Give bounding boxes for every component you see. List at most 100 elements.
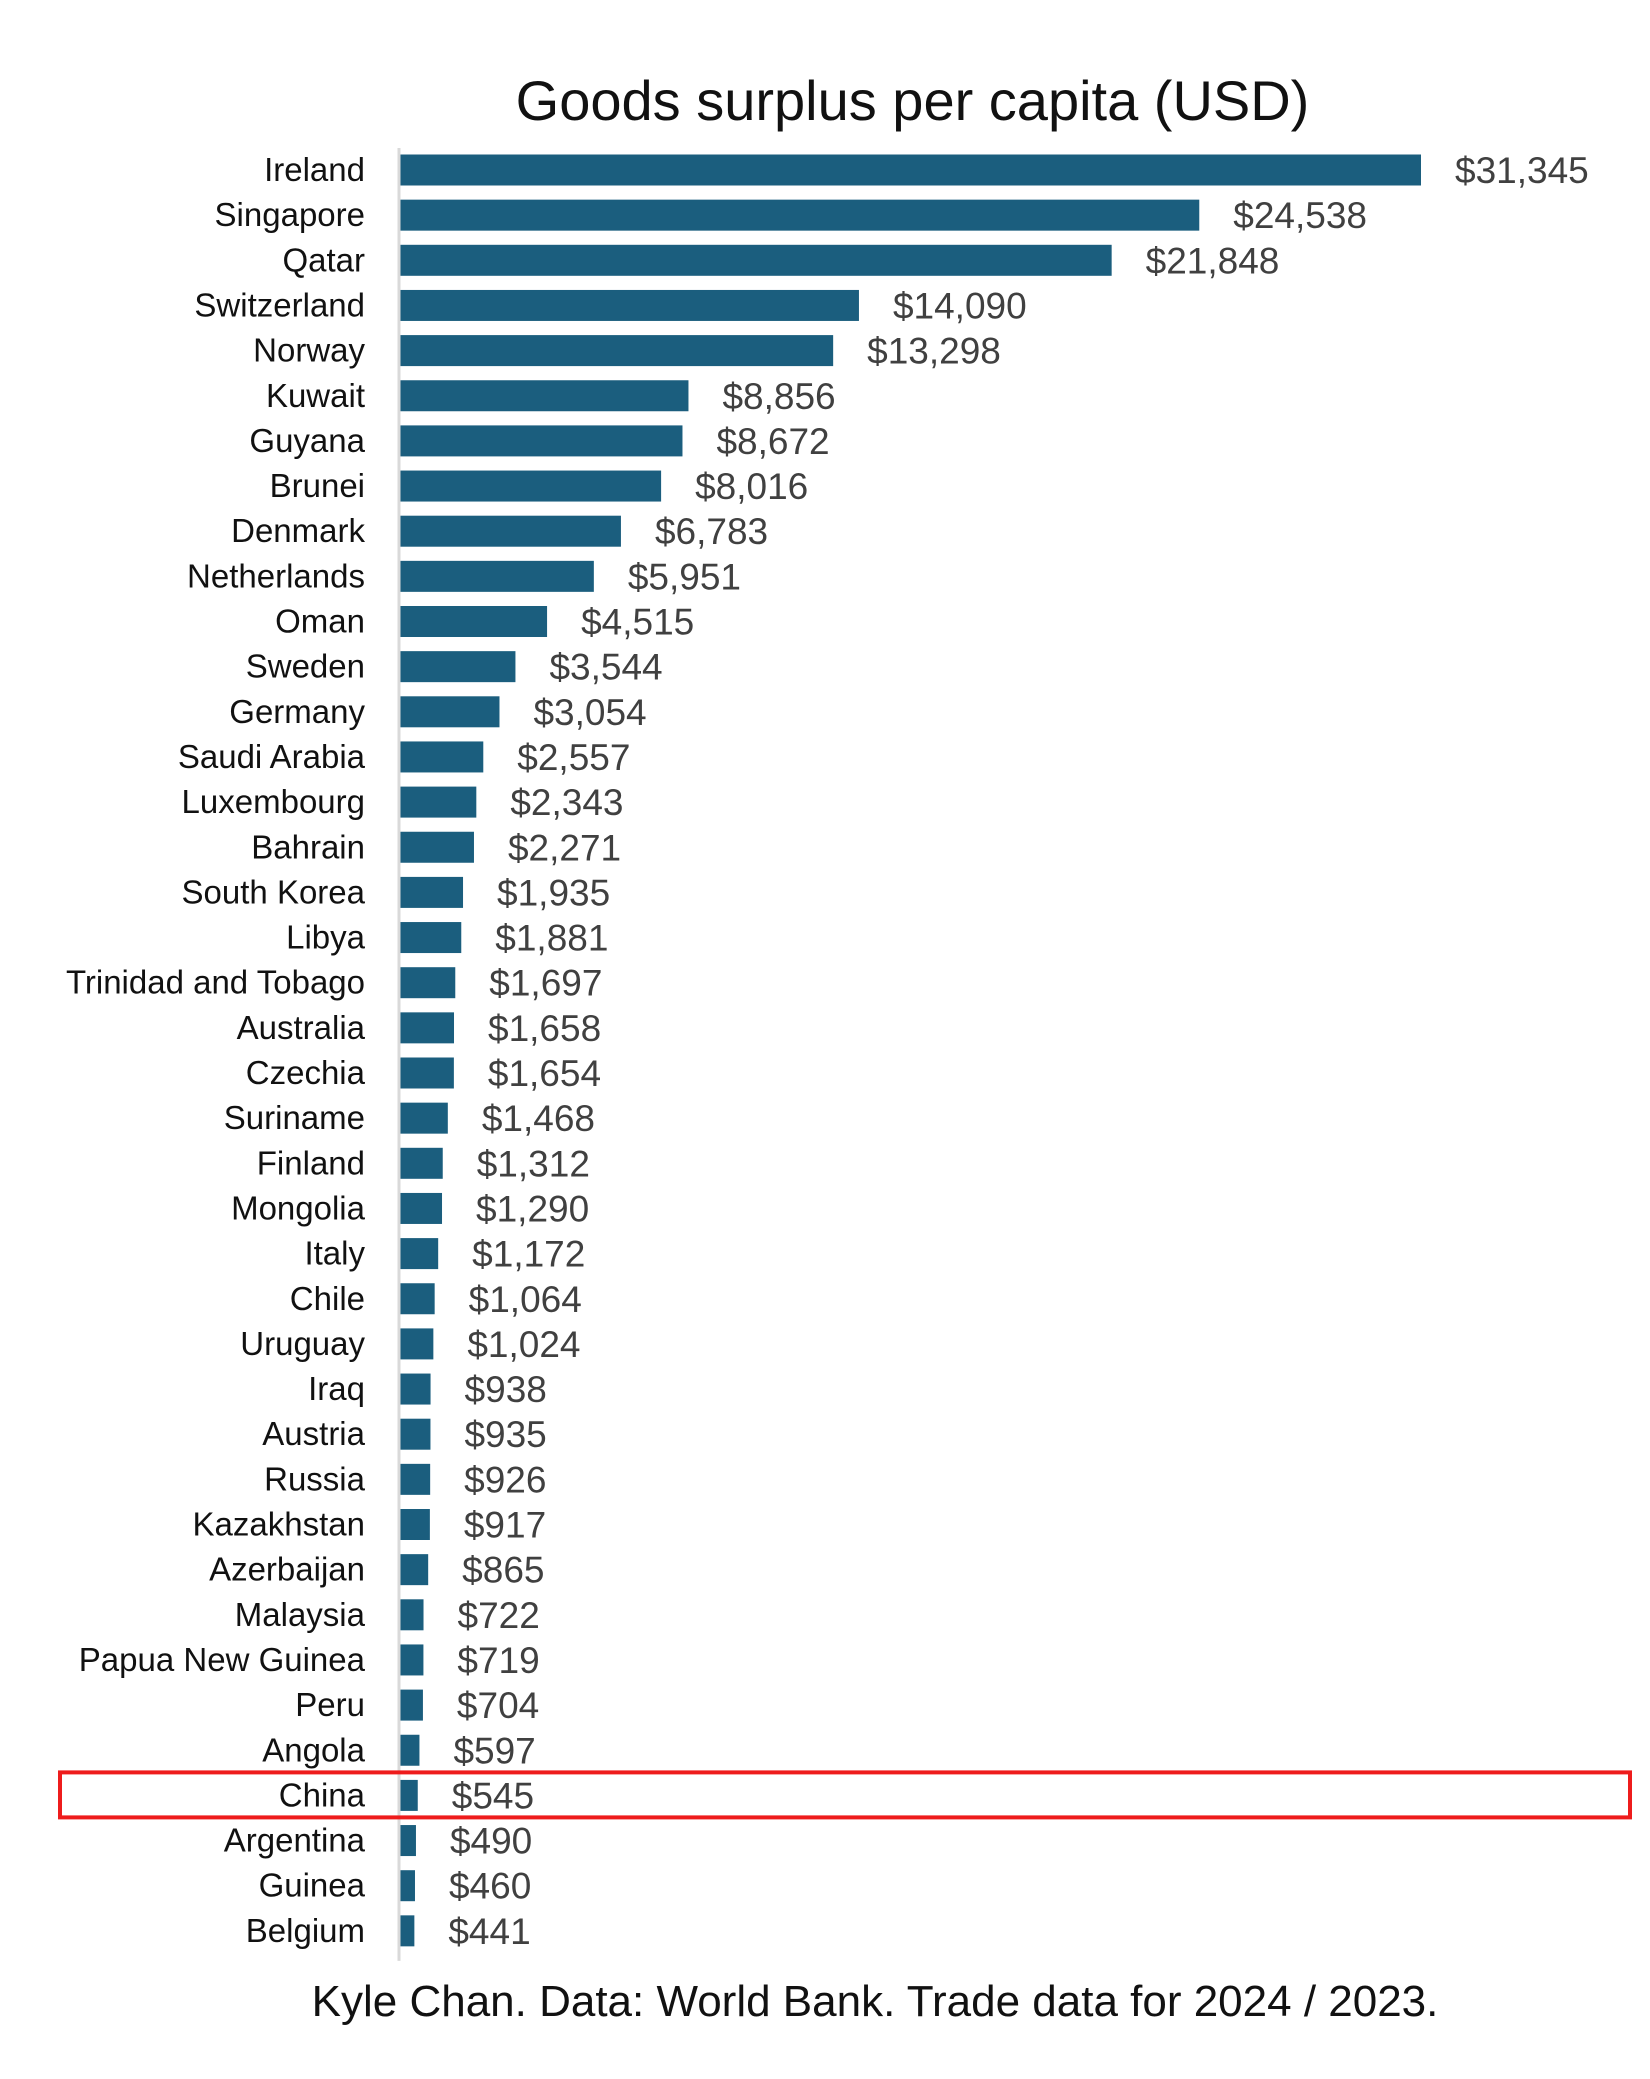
- bar: [400, 1373, 431, 1405]
- category-label: Argentina: [224, 1822, 366, 1859]
- category-label: Ireland: [264, 151, 365, 188]
- category-label: Libya: [286, 919, 366, 956]
- category-label: Mongolia: [231, 1189, 366, 1226]
- china-highlight-box: [58, 1770, 1632, 1820]
- bar: [400, 1238, 439, 1270]
- bar-row-switzerland: Switzerland $14,090: [194, 285, 1026, 326]
- bar: [400, 1418, 431, 1450]
- category-label: Kuwait: [266, 377, 365, 414]
- value-label: $8,672: [716, 421, 829, 462]
- bar: [400, 1689, 423, 1721]
- value-label: $722: [458, 1595, 540, 1636]
- bar-row-germany: Germany $3,054: [229, 692, 646, 733]
- bar: [400, 922, 462, 954]
- bar-row-peru: Peru $704: [295, 1685, 539, 1726]
- value-label: $1,064: [469, 1279, 582, 1320]
- category-label: Singapore: [215, 196, 365, 233]
- value-label: $935: [464, 1414, 546, 1455]
- value-label: $704: [457, 1685, 539, 1726]
- bar: [400, 154, 1421, 186]
- bar-row-mongolia: Mongolia $1,290: [231, 1188, 589, 1229]
- chart-footnote: Kyle Chan. Data: World Bank. Trade data …: [311, 1977, 1439, 2026]
- category-label: Azerbaijan: [209, 1551, 365, 1588]
- bar: [400, 515, 621, 547]
- value-label: $5,951: [628, 556, 741, 597]
- category-label: China: [279, 1776, 366, 1813]
- bar: [400, 1870, 415, 1902]
- bar-row-singapore: Singapore $24,538: [215, 195, 1367, 236]
- category-label: Sweden: [246, 648, 365, 685]
- bar: [400, 696, 500, 728]
- category-label: Trinidad and Tobago: [66, 964, 365, 1001]
- category-label: Austria: [262, 1415, 365, 1452]
- category-label: South Korea: [182, 873, 366, 910]
- bar: [400, 425, 683, 457]
- category-label: Australia: [237, 1009, 366, 1046]
- value-label: $1,935: [497, 872, 610, 913]
- category-label: Qatar: [282, 241, 365, 278]
- bar-row-ireland: Ireland $31,345: [264, 150, 1589, 191]
- chart-title: Goods surplus per capita (USD): [515, 69, 1310, 132]
- bar-row-netherlands: Netherlands $5,951: [187, 556, 741, 597]
- value-label: $490: [450, 1821, 532, 1862]
- bar: [400, 1825, 416, 1857]
- bar: [400, 1779, 418, 1811]
- bar: [400, 831, 474, 863]
- bar-row-austria: Austria $935: [262, 1414, 546, 1455]
- bar-row-azerbaijan: Azerbaijan $865: [209, 1550, 544, 1591]
- value-label: $24,538: [1233, 195, 1367, 236]
- bar-row-south-korea: South Korea $1,935: [182, 872, 611, 913]
- category-label: Norway: [253, 332, 365, 369]
- value-label: $3,544: [549, 647, 662, 688]
- bar-row-suriname: Suriname $1,468: [224, 1098, 595, 1139]
- value-label: $1,881: [495, 918, 608, 959]
- bar-row-brunei: Brunei $8,016: [270, 466, 809, 507]
- bar-row-belgium: Belgium $441: [246, 1911, 531, 1952]
- value-label: $14,090: [893, 285, 1027, 326]
- value-label: $8,856: [722, 376, 835, 417]
- bar-row-saudi-arabia: Saudi Arabia $2,557: [178, 737, 631, 778]
- bar-row-russia: Russia $926: [264, 1459, 546, 1500]
- category-label: Papua New Guinea: [79, 1641, 366, 1678]
- category-label: Uruguay: [240, 1325, 365, 1362]
- bar-row-oman: Oman $4,515: [275, 602, 694, 643]
- bar: [400, 1102, 448, 1134]
- value-label: $1,172: [472, 1234, 585, 1275]
- bar-row-uruguay: Uruguay $1,024: [240, 1324, 580, 1365]
- bars-layer: Ireland $31,345 Singapore $24,538 Qatar $21,8…: [66, 150, 1589, 1952]
- category-label: Kazakhstan: [193, 1506, 365, 1543]
- category-label: Suriname: [224, 1099, 365, 1136]
- category-label: Czechia: [246, 1054, 366, 1091]
- category-label: Luxembourg: [182, 783, 365, 820]
- bar: [400, 1554, 429, 1586]
- bar-row-luxembourg: Luxembourg $2,343: [182, 782, 624, 823]
- category-label: Germany: [229, 693, 365, 730]
- bar-row-kazakhstan: Kazakhstan $917: [193, 1505, 547, 1546]
- value-label: $1,654: [488, 1053, 601, 1094]
- category-label: Guyana: [249, 422, 365, 459]
- value-label: $2,557: [517, 737, 630, 778]
- bar: [400, 606, 548, 637]
- value-label: $3,054: [533, 692, 646, 733]
- bar: [400, 244, 1112, 276]
- category-label: Finland: [257, 1144, 365, 1181]
- value-label: $6,783: [655, 511, 768, 552]
- bar: [400, 1012, 455, 1044]
- value-label: $597: [453, 1730, 535, 1771]
- bar-row-australia: Australia $1,658: [237, 1008, 602, 1049]
- bar: [400, 1509, 430, 1540]
- bar: [400, 876, 464, 908]
- bar: [400, 1192, 443, 1224]
- bar: [400, 1599, 424, 1631]
- value-label: $441: [448, 1911, 530, 1952]
- bar-row-iraq: Iraq $938: [308, 1369, 547, 1410]
- value-label: $865: [462, 1550, 544, 1591]
- category-label: Russia: [264, 1460, 366, 1497]
- category-label: Guinea: [259, 1867, 366, 1904]
- value-label: $2,343: [510, 782, 623, 823]
- category-label: Iraq: [308, 1370, 365, 1407]
- bar-row-trinidad-and-tobago: Trinidad and Tobago $1,697: [66, 963, 603, 1004]
- value-label: $926: [464, 1459, 546, 1500]
- bar: [400, 1283, 435, 1315]
